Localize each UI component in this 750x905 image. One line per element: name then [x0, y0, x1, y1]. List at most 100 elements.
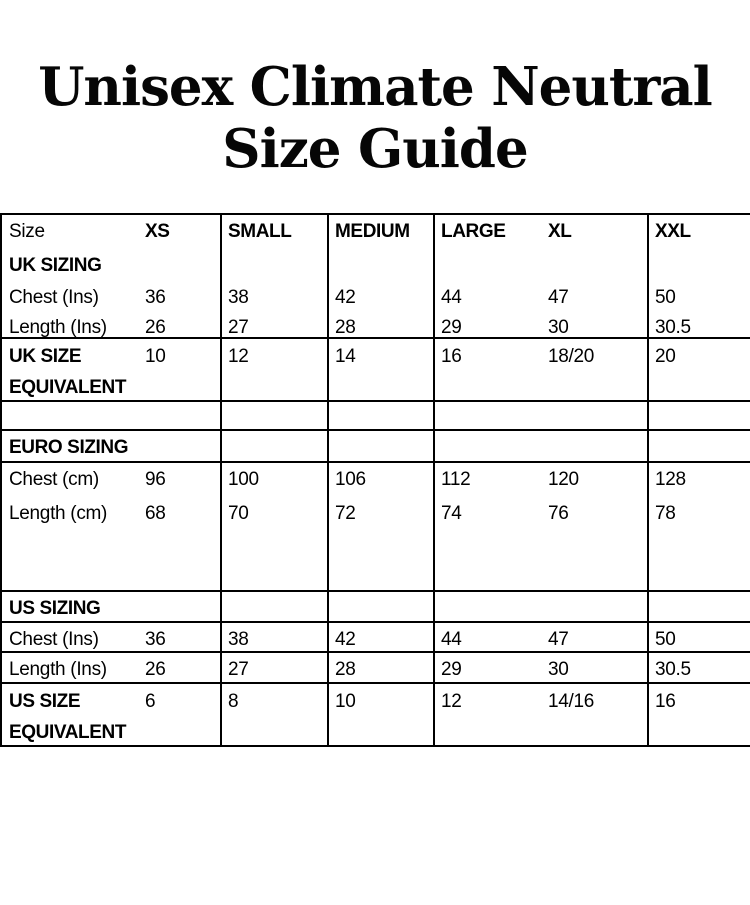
- value-cell: 38: [222, 623, 329, 651]
- value-cell: 12: [222, 339, 329, 400]
- value-cell: 120: [542, 463, 649, 497]
- row-uk-chest: Chest (Ins) 36 38 42 44 47 50: [2, 281, 750, 311]
- page-title: Unisex Climate Neutral Size Guide: [0, 56, 750, 180]
- row-euro-chest: Chest (cm) 96 100 106 112 120 128: [2, 463, 750, 497]
- value-cell: 30.5: [655, 317, 691, 337]
- value-cell: [649, 527, 750, 590]
- value-cell: 106: [329, 463, 435, 497]
- row-empty: [2, 402, 750, 431]
- value-cell: 38: [222, 281, 329, 311]
- value-cell: 20: [655, 346, 676, 367]
- value-cell: 78: [655, 503, 676, 524]
- value-cell: [542, 527, 649, 590]
- title-line-1: Unisex Climate Neutral: [38, 56, 713, 118]
- row-label-cell: Length (cm): [9, 503, 108, 524]
- value-cell: 112: [441, 469, 471, 490]
- value-cell: 68: [139, 497, 222, 527]
- row-us-length: Length (Ins) 26 27 28 29 30 30.5: [2, 653, 750, 684]
- row-label-cell: US SIZE EQUIVALENT: [9, 691, 127, 743]
- row-label-cell: Chest (Ins): [9, 629, 99, 650]
- value-cell: [329, 402, 435, 429]
- value-cell: [222, 402, 329, 429]
- value-cell: [649, 592, 750, 621]
- column-header-xxl: XXL: [655, 221, 691, 242]
- value-cell: 29: [441, 317, 462, 337]
- value-cell: 8: [222, 684, 329, 745]
- value-cell: 10: [139, 339, 222, 400]
- row-euro-spacer: [2, 527, 750, 592]
- value-cell: 14/16: [542, 684, 649, 745]
- value-cell: 96: [139, 463, 222, 497]
- value-cell: 72: [329, 497, 435, 527]
- column-header-xs: XS: [139, 215, 222, 249]
- value-cell: 50: [655, 287, 676, 308]
- value-cell: [649, 431, 750, 461]
- value-cell: [435, 431, 542, 461]
- section-heading-uk: UK SIZING: [9, 255, 102, 276]
- row-label-cell: [2, 402, 139, 429]
- value-cell: 47: [542, 281, 649, 311]
- value-cell: 30.5: [655, 659, 691, 680]
- value-cell: 16: [441, 346, 462, 367]
- column-header-large: LARGE: [441, 221, 506, 242]
- value-cell: [542, 431, 649, 461]
- row-us-chest: Chest (Ins) 36 38 42 44 47 50: [2, 623, 750, 653]
- value-cell: 50: [655, 629, 676, 650]
- value-cell: 70: [222, 497, 329, 527]
- row-label-cell: Chest (Ins): [9, 287, 99, 308]
- value-cell: [649, 402, 750, 429]
- column-header-medium: MEDIUM: [329, 215, 435, 249]
- value-cell: 16: [655, 691, 676, 712]
- value-cell: 36: [139, 623, 222, 651]
- value-cell: [435, 402, 542, 429]
- value-cell: [435, 249, 542, 281]
- value-cell: 100: [222, 463, 329, 497]
- value-cell: 128: [655, 469, 686, 490]
- row-uk-size-equivalent: UK SIZE EQUIVALENT 10 12 14 16 18/20 20: [2, 339, 750, 402]
- row-label-cell: Chest (cm): [9, 469, 99, 490]
- value-cell: [139, 527, 222, 590]
- title-line-2: Size Guide: [222, 118, 528, 180]
- row-header: Size XS SMALL MEDIUM LARGE XL XXL: [2, 215, 750, 249]
- row-us-size-equivalent: US SIZE EQUIVALENT 6 8 10 12 14/16 16: [2, 684, 750, 745]
- value-cell: 28: [329, 311, 435, 337]
- value-cell: [329, 592, 435, 621]
- value-cell: [139, 402, 222, 429]
- value-cell: 12: [441, 691, 462, 712]
- value-cell: [139, 431, 222, 461]
- row-label-cell: [2, 527, 139, 590]
- value-cell: 44: [441, 287, 462, 308]
- value-cell: [139, 592, 222, 621]
- column-header-small: SMALL: [222, 215, 329, 249]
- value-cell: [542, 592, 649, 621]
- value-cell: 27: [222, 311, 329, 337]
- value-cell: [435, 592, 542, 621]
- value-cell: 26: [139, 653, 222, 682]
- row-label-cell: UK SIZE EQUIVALENT: [9, 346, 127, 398]
- column-header-size: Size: [9, 221, 45, 242]
- row-uk-sizing-heading: UK SIZING: [2, 249, 750, 281]
- size-guide-table: Size XS SMALL MEDIUM LARGE XL XXL UK SIZ…: [0, 213, 750, 747]
- value-cell: [222, 249, 329, 281]
- value-cell: 30: [542, 653, 649, 682]
- value-cell: 36: [139, 281, 222, 311]
- value-cell: [329, 527, 435, 590]
- value-cell: [542, 402, 649, 429]
- value-cell: 44: [441, 629, 462, 650]
- value-cell: 27: [222, 653, 329, 682]
- value-cell: [542, 249, 649, 281]
- value-cell: 74: [441, 503, 462, 524]
- value-cell: [222, 431, 329, 461]
- value-cell: 42: [329, 623, 435, 651]
- value-cell: [649, 249, 750, 281]
- value-cell: 28: [329, 653, 435, 682]
- value-cell: 14: [329, 339, 435, 400]
- row-uk-length: Length (Ins) 26 27 28 29 30 30.5: [2, 311, 750, 339]
- value-cell: 10: [329, 684, 435, 745]
- row-euro-sizing-heading: EURO SIZING: [2, 431, 750, 463]
- value-cell: [329, 249, 435, 281]
- value-cell: 26: [139, 311, 222, 337]
- value-cell: 42: [329, 281, 435, 311]
- value-cell: 18/20: [542, 339, 649, 400]
